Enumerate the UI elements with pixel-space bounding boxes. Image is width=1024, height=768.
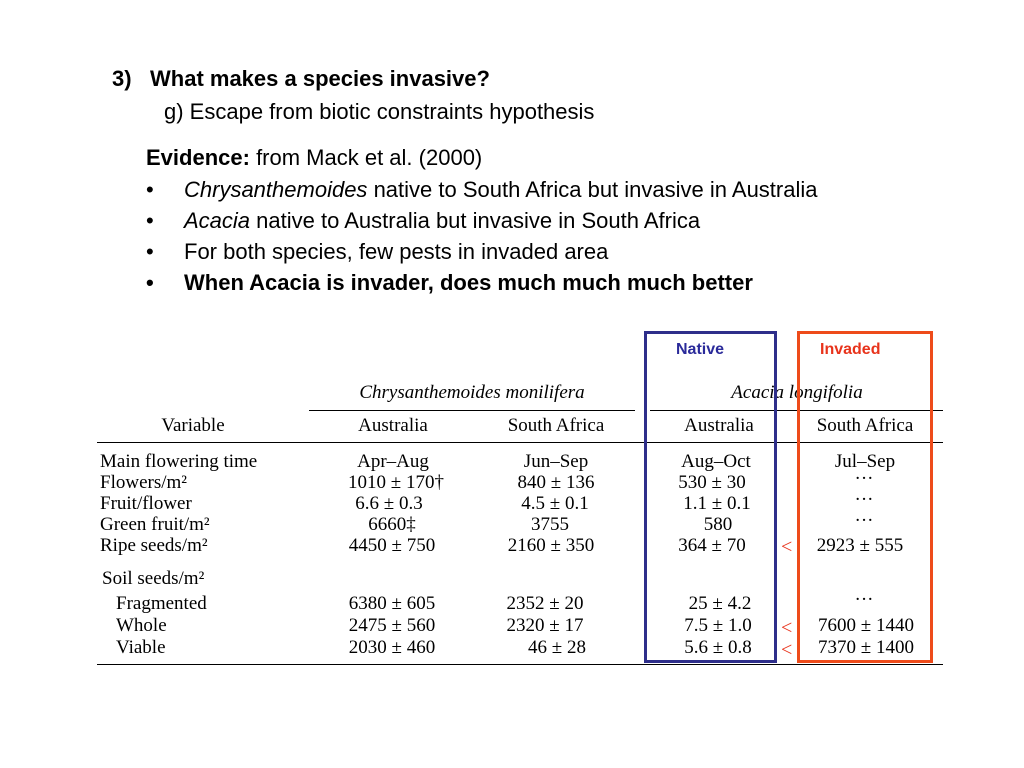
table-cell: 580 — [703, 514, 733, 535]
bullet-item: • For both species, few pests in invaded … — [146, 238, 817, 269]
less-than-marker: < — [781, 617, 793, 639]
row-label: Green fruit/m² — [100, 514, 210, 535]
heading-number: 3) — [112, 66, 132, 91]
row-label: Fragmented — [116, 593, 207, 614]
table-cell: 530 ± 30 — [678, 472, 746, 493]
row-label: Fruit/flower — [100, 493, 192, 514]
bullet-marker: • — [146, 177, 154, 202]
slide-heading: 3) What makes a species invasive? — [112, 66, 490, 92]
table-cell: 6660‡ — [368, 514, 416, 535]
row-label: Main flowering time — [100, 451, 258, 472]
table-cell: 7600 ± 1440 — [818, 615, 914, 636]
table-cell: 2030 ± 460 — [348, 637, 436, 658]
table-cell: 2352 ± 20 — [506, 593, 584, 614]
row-label: Soil seeds/m² — [102, 568, 205, 589]
slide-subheading: g) Escape from biotic constraints hypoth… — [164, 99, 595, 124]
table-cell: 6.6 ± 0.3 — [355, 493, 423, 514]
bullet-italic-term: Acacia — [184, 208, 251, 233]
column-header-australia-chrys: Australia — [358, 415, 428, 436]
table-cell: 364 ± 70 — [678, 535, 746, 556]
bullet-item: • Chrysanthemoides native to South Africa… — [146, 176, 817, 207]
evidence-bullets: • Chrysanthemoides native to South Africa… — [146, 176, 817, 300]
bullet-italic-term: Chrysanthemoides — [184, 177, 368, 202]
less-than-marker: < — [781, 639, 793, 661]
table-cell: 4.5 ± 0.1 — [521, 493, 589, 514]
table-cell: 840 ± 136 — [517, 472, 595, 493]
table-cell: Apr–Aug — [357, 451, 429, 472]
less-than-marker: < — [781, 536, 793, 558]
column-header-australia-acacia: Australia — [684, 415, 754, 436]
table-cell: 5.6 ± 0.8 — [684, 637, 752, 658]
species-rule-acacia — [650, 410, 943, 411]
table-cell: 25 ± 4.2 — [688, 593, 752, 614]
bullet-marker: • — [146, 239, 154, 264]
column-header-variable: Variable — [161, 415, 225, 436]
species-rule-chrysanthemoides — [309, 410, 635, 411]
table-cell: Jun–Sep — [523, 451, 589, 472]
header-rule — [97, 442, 943, 443]
column-header-southafrica-chrys: South Africa — [507, 415, 605, 436]
row-label: Flowers/m² — [100, 472, 187, 493]
table-cell: ··· — [854, 468, 874, 489]
bottom-rule — [97, 664, 943, 665]
native-label: Native — [676, 341, 725, 358]
heading-text: What makes a species invasive? — [150, 66, 490, 91]
table-cell: 1010 ± 170† — [348, 472, 444, 493]
row-label: Viable — [116, 637, 166, 658]
table-cell: 6380 ± 605 — [348, 593, 436, 614]
bullet-item: • When Acacia is invader, does much much … — [146, 269, 817, 300]
bullet-marker: • — [146, 208, 154, 233]
bullet-marker: • — [146, 270, 154, 295]
bullet-text: When Acacia is invader, does much much m… — [184, 270, 753, 295]
table-cell: 7370 ± 1400 — [818, 637, 914, 658]
row-label: Ripe seeds/m² — [100, 535, 208, 556]
bullet-item: • Acacia native to Australia but invasive… — [146, 207, 817, 238]
evidence-label: Evidence: — [146, 145, 250, 170]
native-highlight-box — [644, 331, 777, 663]
invaded-highlight-box — [797, 331, 933, 663]
table-cell: 2320 ± 17 — [506, 615, 584, 636]
bullet-text: For both species, few pests in invaded a… — [184, 239, 609, 264]
table-cell: 2160 ± 350 — [507, 535, 595, 556]
table-cell: 4450 ± 750 — [348, 535, 436, 556]
table-cell: 2475 ± 560 — [348, 615, 436, 636]
table-cell: 2923 ± 555 — [816, 535, 904, 556]
bullet-text: native to Australia but invasive in Sout… — [256, 208, 701, 233]
table-cell: 46 ± 28 — [528, 637, 586, 658]
evidence-source: from Mack et al. (2000) — [256, 145, 483, 170]
table-cell: Aug–Oct — [681, 451, 751, 472]
invaded-label: Invaded — [820, 341, 881, 358]
table-cell: ··· — [854, 589, 874, 610]
table-cell: ··· — [854, 489, 874, 510]
row-label: Whole — [116, 615, 167, 636]
column-header-southafrica-acacia: South Africa — [816, 415, 914, 436]
table-cell: 1.1 ± 0.1 — [683, 493, 751, 514]
table-cell: Jul–Sep — [834, 451, 896, 472]
table-cell: 7.5 ± 1.0 — [684, 615, 752, 636]
evidence-line: Evidence: from Mack et al. (2000) — [146, 145, 482, 171]
species-header-chrysanthemoides: Chrysanthemoides monilifera — [359, 382, 585, 403]
table-cell: ··· — [854, 510, 874, 531]
bullet-text: native to South Africa but invasive in A… — [373, 177, 818, 202]
table-cell: 3755 — [531, 514, 569, 535]
